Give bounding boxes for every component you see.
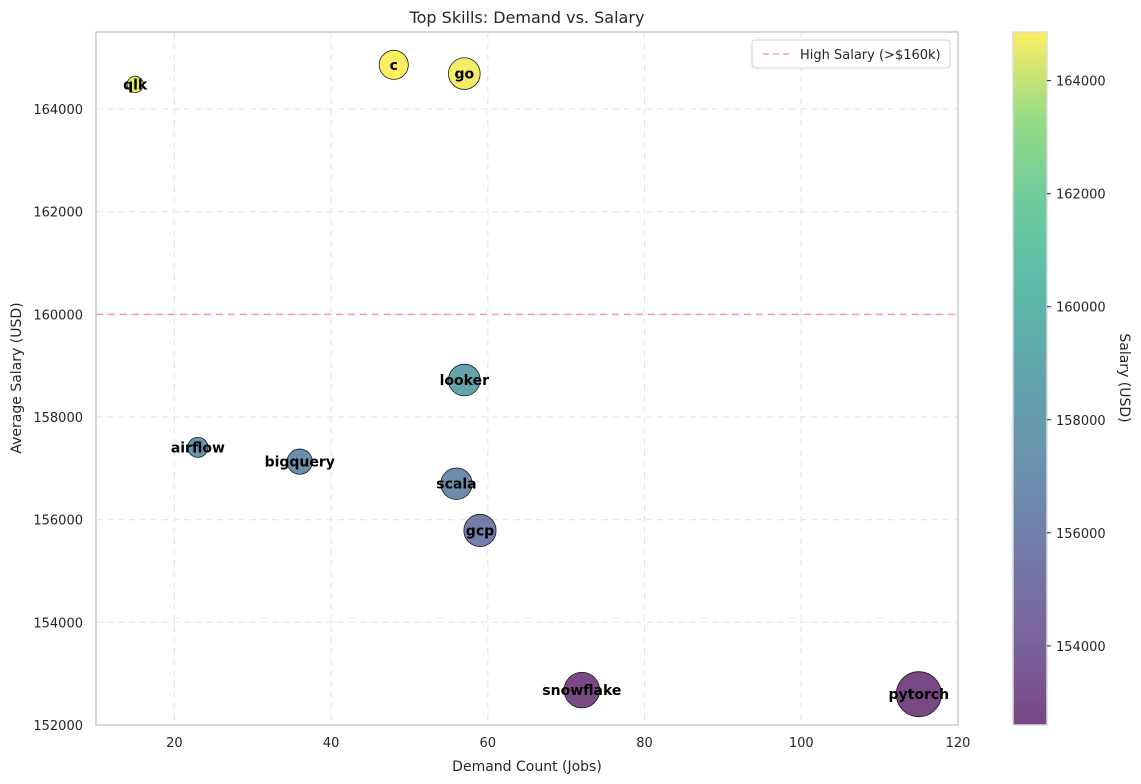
point-label-scala: scala [436,477,476,493]
y-tick-label: 164000 [33,103,83,118]
y-tick-label: 152000 [33,719,83,734]
colorbar-tick-label: 156000 [1056,527,1106,542]
point-gcp [463,513,497,547]
point-labels: qlk c go looker airflow bigquery scala gcp snowf… [123,58,949,703]
legend: High Salary (>$160k) [751,39,951,69]
point-c [378,49,409,80]
point-go [448,57,481,90]
point-qlk [126,75,144,93]
x-tick-label: 100 [789,736,814,751]
y-axis-label: Average Salary (USD) [9,302,25,453]
point-label-pytorch: pytorch [888,687,949,703]
point-snowflake [563,671,601,709]
x-tick-label: 60 [480,736,497,751]
x-tick-label: 120 [946,736,971,751]
colorbar-tick-label: 164000 [1056,75,1106,90]
chart-title: Top Skills: Demand vs. Salary [409,8,645,27]
colorbar-label: Salary (USD) [1116,333,1132,422]
point-bigquery [286,448,313,475]
point-label-go: go [454,67,474,83]
point-label-bigquery: bigquery [265,455,335,471]
colorbar-tick-label: 158000 [1056,414,1106,429]
colorbar: 154000 156000 158000 160000 162000 164000 Sal… [1012,31,1132,726]
point-label-snowflake: snowflake [542,683,621,699]
y-tick-label: 154000 [33,616,83,631]
point-label-gcp: gcp [466,523,494,539]
y-tick-label: 162000 [33,206,83,221]
x-axis-label: Demand Count (Jobs) [452,759,602,775]
y-tick-label: 156000 [33,514,83,529]
plot-frame [95,31,959,726]
x-tick-label: 80 [636,736,653,751]
point-pytorch [895,671,942,718]
point-label-looker: looker [440,373,489,389]
y-tick-label: 160000 [33,308,83,323]
grid-lines [96,32,959,726]
colorbar-gradient [1012,31,1048,726]
x-tick-label: 20 [166,736,183,751]
colorbar-tick-label: 160000 [1056,301,1106,316]
colorbar-tick-label: 162000 [1056,188,1106,203]
point-label-c: c [390,58,398,74]
point-looker [448,363,481,397]
legend-box [751,39,951,69]
colorbar-tick-label: 154000 [1056,640,1106,655]
point-label-qlk: qlk [123,77,148,93]
point-scala [440,467,473,500]
colorbar-ticks: 154000 156000 158000 160000 162000 164000 [1047,75,1106,655]
y-axis-ticks: 152000 154000 156000 158000 160000 162000 1640… [33,103,83,734]
data-points [126,49,942,718]
point-label-airflow: airflow [171,440,225,456]
x-axis-ticks: 20 40 60 80 100 120 [166,736,970,751]
point-airflow [187,436,209,458]
legend-label: High Salary (>$160k) [800,48,941,63]
x-tick-label: 40 [323,736,340,751]
y-tick-label: 158000 [33,411,83,426]
